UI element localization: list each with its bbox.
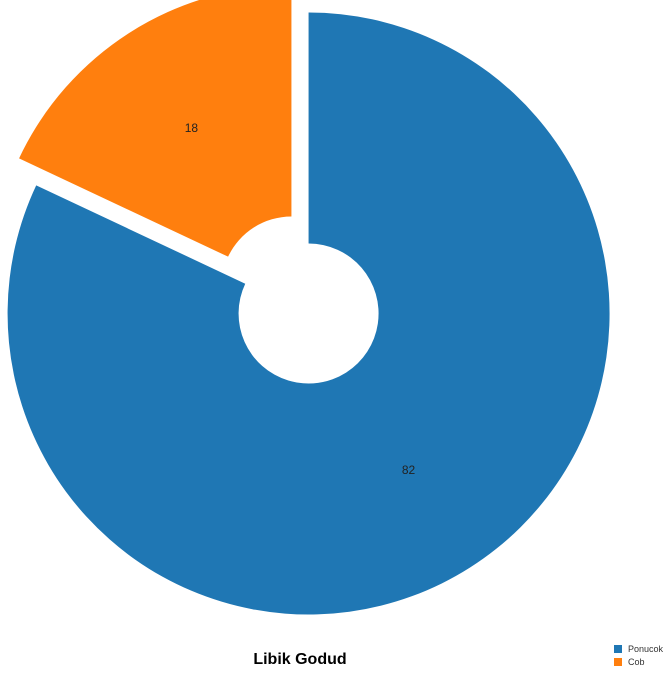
chart-title: Libik Godud: [253, 651, 347, 668]
legend-label-0: Ponucok: [628, 643, 664, 654]
legend-item-1: Cob: [614, 655, 663, 668]
legend: Ponucok Cob: [614, 642, 663, 668]
legend-swatch-0: [614, 644, 622, 653]
slices-group: [7, 0, 610, 615]
pie-slice-cob: [19, 0, 292, 257]
legend-label-1: Cob: [628, 656, 645, 667]
slice-value-label-ponucok: 82: [402, 463, 416, 477]
pie-slice-ponucok: [7, 12, 610, 615]
slice-value-label-cob: 18: [185, 121, 199, 135]
legend-item-0: Ponucok: [614, 642, 663, 655]
labels-group: 82 18: [185, 121, 416, 477]
legend-swatch-1: [614, 657, 622, 666]
